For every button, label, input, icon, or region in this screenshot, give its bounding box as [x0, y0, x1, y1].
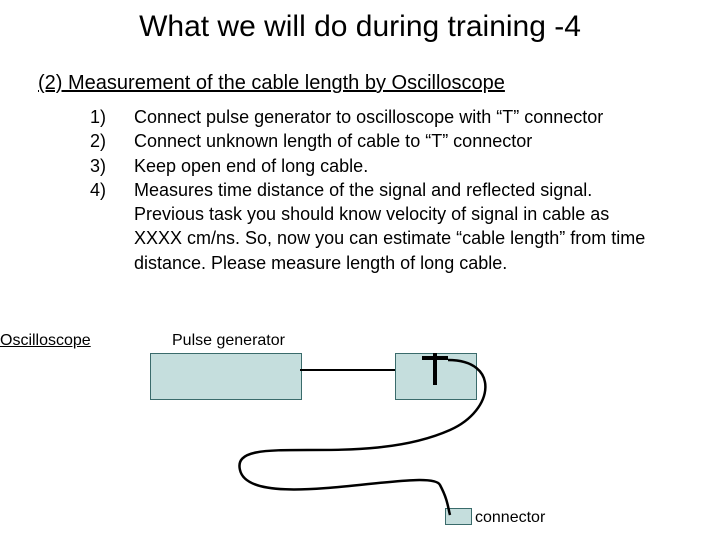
step-number: 3): [90, 154, 134, 178]
step-row: 2) Connect unknown length of cable to “T…: [90, 129, 660, 153]
step-number: 2): [90, 129, 134, 153]
step-text: Keep open end of long cable.: [134, 154, 660, 178]
step-text: Connect pulse generator to oscilloscope …: [134, 105, 660, 129]
step-row: 4) Measures time distance of the signal …: [90, 178, 660, 275]
steps-list: 1) Connect pulse generator to oscillosco…: [0, 95, 720, 275]
step-row: 1) Connect pulse generator to oscillosco…: [90, 105, 660, 129]
section-subtitle: (2) Measurement of the cable length by O…: [0, 44, 720, 95]
step-row: 3) Keep open end of long cable.: [90, 154, 660, 178]
long-cable: [239, 360, 485, 515]
slide-title: What we will do during training -4: [0, 0, 720, 44]
step-number: 1): [90, 105, 134, 129]
step-text: Measures time distance of the signal and…: [134, 178, 660, 275]
step-text: Connect unknown length of cable to “T” c…: [134, 129, 660, 153]
step-number: 4): [90, 178, 134, 275]
wiring-svg: [0, 320, 720, 540]
diagram: Pulse generator Oscilloscope connector: [0, 320, 720, 540]
